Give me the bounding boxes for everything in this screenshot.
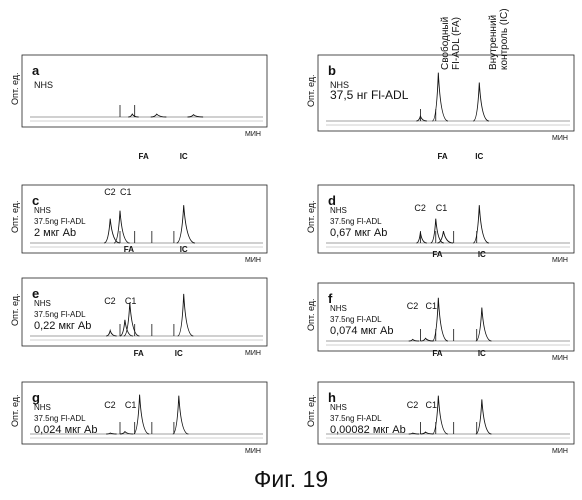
x-axis-label-h: МИН	[552, 448, 568, 455]
panel-text-c-0: NHS	[34, 206, 51, 215]
figure-caption: Фиг. 19	[0, 466, 582, 493]
peak-c1-g	[120, 432, 133, 434]
peak-c2-c	[104, 219, 120, 243]
c1-label-c: C1	[120, 187, 132, 197]
panel-text-d-0: NHS	[330, 206, 347, 215]
peak-c2-d	[416, 232, 426, 243]
ic-label-d: IC	[475, 152, 483, 161]
peak-c1-e	[120, 320, 133, 336]
panel-text-e-0: NHS	[34, 299, 51, 308]
panel-letter-b: b	[328, 63, 336, 78]
peak-ic-f	[476, 308, 492, 341]
c2-label-c: C2	[104, 187, 116, 197]
y-axis-label-d: Опт. ед.	[306, 200, 316, 233]
panel-text-h-2: 0,00082 мкг Ab	[330, 424, 406, 436]
panel-text-f-0: NHS	[330, 304, 347, 313]
panel-text-e-1: 37.5ng Fl-ADL	[34, 310, 86, 319]
panel-text-g-0: NHS	[34, 403, 51, 412]
panel-letter-a: a	[32, 63, 40, 78]
c1-label-d: C1	[436, 203, 448, 213]
panel-text-a-0: NHS	[34, 80, 53, 90]
peak-ic-a	[188, 115, 204, 117]
panel-text-c-2: 2 мкг Ab	[34, 227, 76, 239]
peak-c2-e	[106, 331, 116, 336]
panel-text-d-1: 37.5ng Fl-ADL	[330, 217, 382, 226]
panel-text-d-2: 0,67 мкг Ab	[330, 227, 387, 239]
fa-label-f: FA	[432, 250, 442, 259]
peak-ic-h	[476, 399, 492, 434]
panel-text-b-1: 37,5 нг Fl-ADL	[330, 88, 409, 102]
fa-label-e: FA	[124, 245, 134, 254]
x-axis-label-a: МИН	[245, 131, 261, 138]
peak-fa-b	[432, 73, 448, 121]
panel-text-g-1: 37.5ng Fl-ADL	[34, 414, 86, 423]
c2-label-d: C2	[414, 203, 426, 213]
peak-ic-e	[178, 294, 194, 336]
peak-c2-g	[106, 433, 116, 434]
panel-text-c-1: 37.5ng Fl-ADL	[34, 217, 86, 226]
panel-text-e-2: 0,22 мкг Ab	[34, 320, 91, 332]
peak-c1-c	[114, 211, 130, 243]
c2-label-f: C2	[407, 301, 419, 311]
x-axis-label-d: МИН	[552, 257, 568, 264]
y-axis-label-f: Опт. ед.	[306, 298, 316, 331]
x-axis-label-e: МИН	[245, 350, 261, 357]
y-axis-label-h: Опт. ед.	[306, 394, 316, 427]
ic-label-f: IC	[478, 250, 486, 259]
c2-label-g: C2	[104, 400, 116, 410]
y-axis-label-b: Опт. ед.	[306, 74, 316, 107]
peak-fa-a	[151, 114, 167, 117]
panel-text-h-1: 37.5ng Fl-ADL	[330, 414, 382, 423]
fa-label-c: FA	[139, 152, 149, 161]
peak-small-a-0	[128, 114, 138, 117]
peak-c2-h	[409, 433, 419, 434]
panel-text-g-2: 0,024 мкг Ab	[34, 424, 97, 436]
fa-label-g: FA	[134, 349, 144, 358]
c2-label-e: C2	[104, 296, 116, 306]
panel-text-f-1: 37.5ng Fl-ADL	[330, 315, 382, 324]
panel-text-h-0: NHS	[330, 403, 347, 412]
y-axis-label-e: Опт. ед.	[10, 293, 20, 326]
fa-label-h: FA	[432, 349, 442, 358]
c2-label-h: C2	[407, 400, 419, 410]
panel-text-f-2: 0,074 мкг Ab	[330, 325, 393, 337]
peak-fa-e	[124, 303, 140, 336]
ic-label-g: IC	[175, 349, 183, 358]
y-axis-label-a: Опт. ед.	[10, 72, 20, 105]
peak-ic-g	[173, 396, 189, 434]
fa-label-d: FA	[437, 152, 447, 161]
panel-frame-a	[22, 55, 267, 127]
peak-c1-f	[421, 338, 434, 341]
c1-label-h: C1	[426, 400, 438, 410]
c1-label-e: C1	[125, 296, 137, 306]
ic-label-c: IC	[180, 152, 188, 161]
x-axis-label-g: МИН	[245, 448, 261, 455]
x-axis-label-f: МИН	[552, 355, 568, 362]
c1-label-g: C1	[125, 400, 137, 410]
peak-ic-c	[177, 205, 195, 243]
ic-label-h: IC	[478, 349, 486, 358]
peak-fa-d	[437, 231, 453, 243]
peak-ic-d	[473, 205, 489, 243]
x-axis-label-b: МИН	[552, 135, 568, 142]
y-axis-label-c: Опт. ед.	[10, 200, 20, 233]
c1-label-f: C1	[426, 301, 438, 311]
peak-small-b-0	[416, 116, 426, 121]
peak-ic-b	[473, 83, 489, 121]
ic-label-e: IC	[180, 245, 188, 254]
x-axis-label-c: МИН	[245, 257, 261, 264]
y-axis-label-g: Опт. ед.	[10, 394, 20, 427]
